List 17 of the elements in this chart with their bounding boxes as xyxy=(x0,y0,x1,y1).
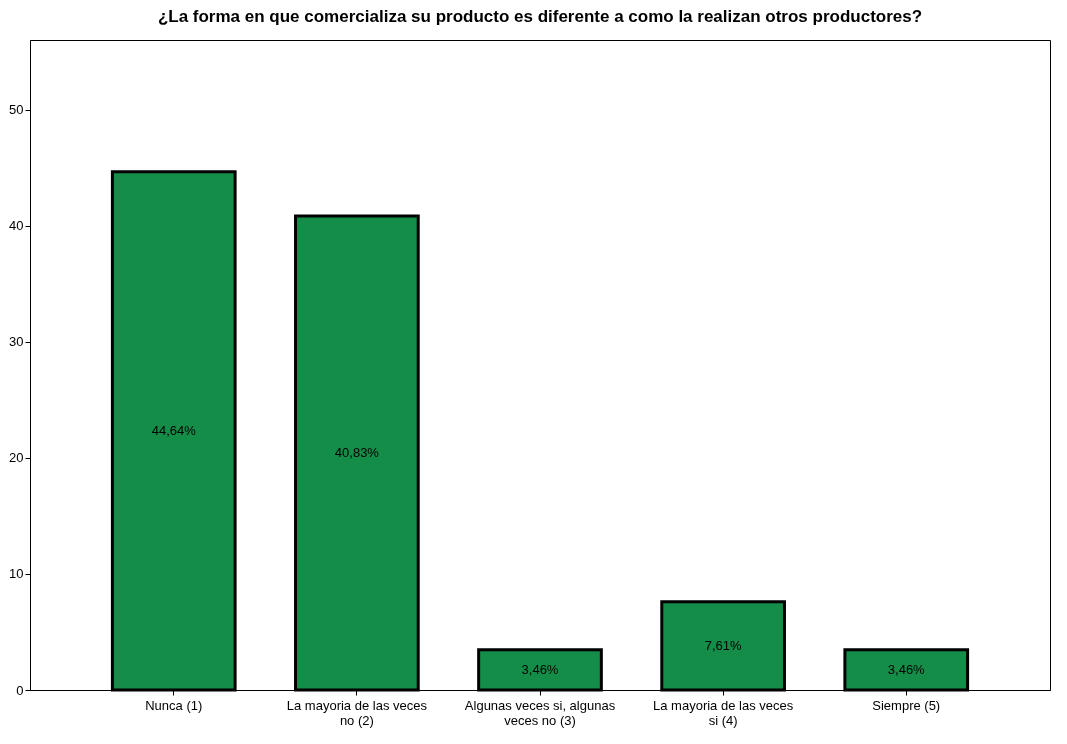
data-label: 3,46% xyxy=(887,661,926,677)
y-tick-label: 0 xyxy=(16,682,24,698)
y-tick-label: 10 xyxy=(9,566,24,582)
data-label: 3,46% xyxy=(521,661,559,677)
y-tick-label: 50 xyxy=(9,102,24,118)
data-label: 40,83% xyxy=(334,445,380,461)
y-tick-label: 30 xyxy=(9,334,24,350)
x-tick-label: Algunas veces si, algunas veces no (3) xyxy=(464,697,616,728)
x-tick-label: La mayoria de las veces no (2) xyxy=(286,697,428,728)
x-tick-label: Nunca (1) xyxy=(145,697,203,713)
y-tick-label: 20 xyxy=(9,450,24,466)
y-tick-label: 40 xyxy=(9,218,24,234)
x-tick-label: Siempre (5) xyxy=(872,697,941,713)
chart-title: ¿La forma en que comercializa su producto es diferente a como la realizan otros productores? xyxy=(157,7,923,26)
x-tick-label: La mayoria de las veces si (4) xyxy=(653,697,794,728)
data-label: 7,61% xyxy=(704,637,742,653)
data-label: 44,64% xyxy=(151,422,197,438)
